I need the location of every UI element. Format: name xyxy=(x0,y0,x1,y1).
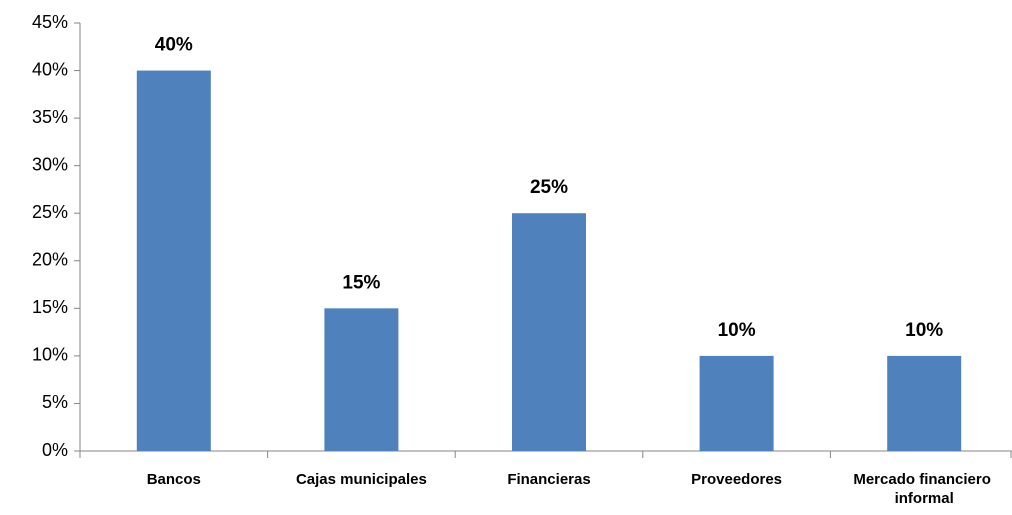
x-tick-label: Proveedores xyxy=(691,471,782,488)
bar xyxy=(699,355,774,451)
bar xyxy=(136,70,211,452)
bar xyxy=(887,355,962,451)
y-tick-label: 15% xyxy=(32,297,68,317)
y-tick-label: 40% xyxy=(32,59,68,79)
bar xyxy=(324,308,399,451)
value-label: 10% xyxy=(905,320,943,341)
y-tick-label: 5% xyxy=(42,392,68,412)
value-label: 10% xyxy=(718,320,756,341)
value-label: 40% xyxy=(155,35,193,56)
x-tick-label: Mercado financiero informal xyxy=(853,471,995,507)
bar xyxy=(512,213,586,451)
x-tick-label: Bancos xyxy=(147,471,201,488)
y-tick-label: 45% xyxy=(32,12,68,32)
y-tick-label: 0% xyxy=(42,440,68,460)
y-tick-label: 35% xyxy=(32,107,68,127)
value-label: 25% xyxy=(530,177,568,198)
value-label: 15% xyxy=(342,272,380,293)
x-tick-label: Financieras xyxy=(507,471,590,488)
y-tick-label: 30% xyxy=(32,154,68,174)
y-tick-label: 20% xyxy=(32,250,68,270)
y-tick-label: 25% xyxy=(32,202,68,222)
x-tick-label: Cajas municipales xyxy=(296,471,427,488)
y-tick-label: 10% xyxy=(32,345,68,365)
